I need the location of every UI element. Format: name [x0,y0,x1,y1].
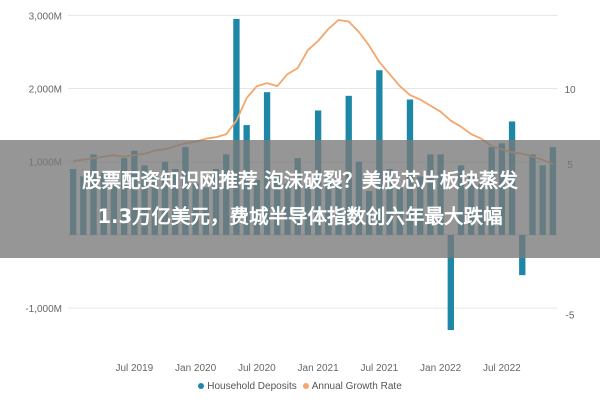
legend-item-household-deposits: Household Deposits [198,381,297,392]
headline-banner: 股票配资知识网推荐 泡沫破裂？美股芯片板块蒸发 1.3万亿美元，费城半导体指数创… [0,140,600,258]
x-tick-label: Jan 2021 [298,363,340,374]
bar-household-deposits [233,18,240,235]
x-tick-label: Jul 2019 [115,363,153,374]
legend-item-annual-growth-rate: Annual Growth Rate [302,380,402,392]
legend-label-household-deposits: Household Deposits [207,380,297,392]
x-tick-label: Jan 2022 [420,363,462,374]
legend: Household Deposits Annual Growth Rate [0,378,600,394]
y-left-tick-label: -1,000M [25,304,62,315]
y-left-tick-label: 3,000M [29,11,62,22]
bar-household-deposits [447,234,454,331]
x-tick-label: Jan 2020 [175,363,217,374]
headline-line-2: 1.3万亿美元，费城半导体指数创六年最大跌幅 [97,205,503,228]
x-tick-label: Jul 2020 [238,363,276,374]
x-tick-label: Jul 2021 [360,363,398,374]
legend-label-annual-growth-rate: Annual Growth Rate [311,380,402,392]
y-left-tick-label: 2,000M [29,85,62,96]
legend-swatch-annual-growth-rate [302,383,309,389]
y-right-tick-label: -5 [566,310,575,321]
y-right-tick-label: 10 [564,85,576,96]
headline-line-1: 股票配资知识网推荐 泡沫破裂？美股芯片板块蒸发 [82,169,518,192]
x-tick-label: Jul 2022 [483,363,521,374]
legend-swatch-household-deposits [198,383,205,389]
